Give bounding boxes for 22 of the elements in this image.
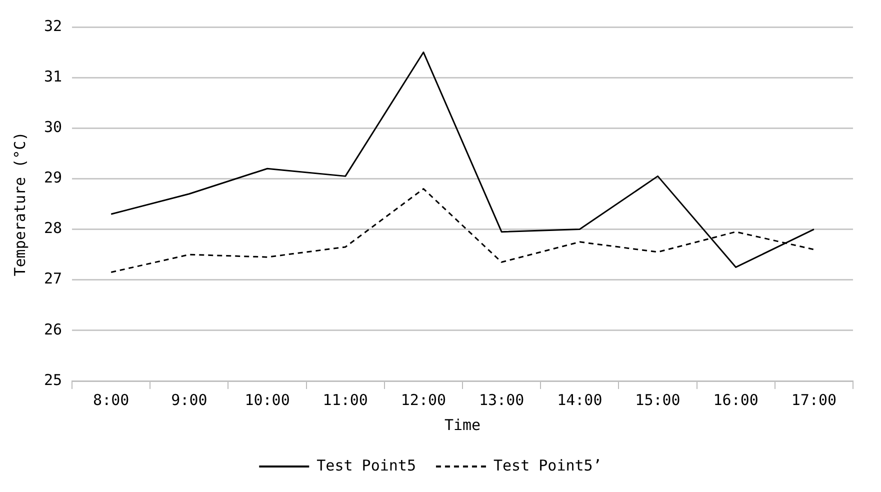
x-tick-label: 15:00 (635, 390, 680, 409)
x-tick-label: 11:00 (322, 390, 368, 409)
y-tick-label: 27 (44, 270, 62, 288)
x-axis-title: Time (444, 416, 481, 434)
y-axis-title: Temperature (°C) (10, 132, 29, 276)
y-tick-label: 25 (44, 370, 62, 389)
x-tick-label: 17:00 (791, 390, 837, 409)
x-tick-label: 14:00 (557, 390, 602, 409)
x-tick-label: 12:00 (400, 390, 446, 409)
y-tick-label: 26 (44, 320, 62, 338)
y-tick-label: 28 (44, 219, 62, 238)
legend-label: Test Point5’ (493, 456, 602, 474)
y-tick-label: 31 (44, 67, 62, 86)
x-tick-label: 10:00 (244, 390, 290, 409)
x-tick-label: 9:00 (171, 390, 208, 409)
legend-label: Test Point5 (316, 456, 416, 474)
x-tick-label: 8:00 (93, 390, 130, 409)
y-tick-label: 29 (44, 168, 62, 187)
y-tick-label: 30 (44, 118, 62, 136)
x-tick-label: 13:00 (479, 390, 524, 409)
y-tick-label: 32 (44, 16, 62, 35)
x-tick-label: 16:00 (713, 390, 758, 409)
